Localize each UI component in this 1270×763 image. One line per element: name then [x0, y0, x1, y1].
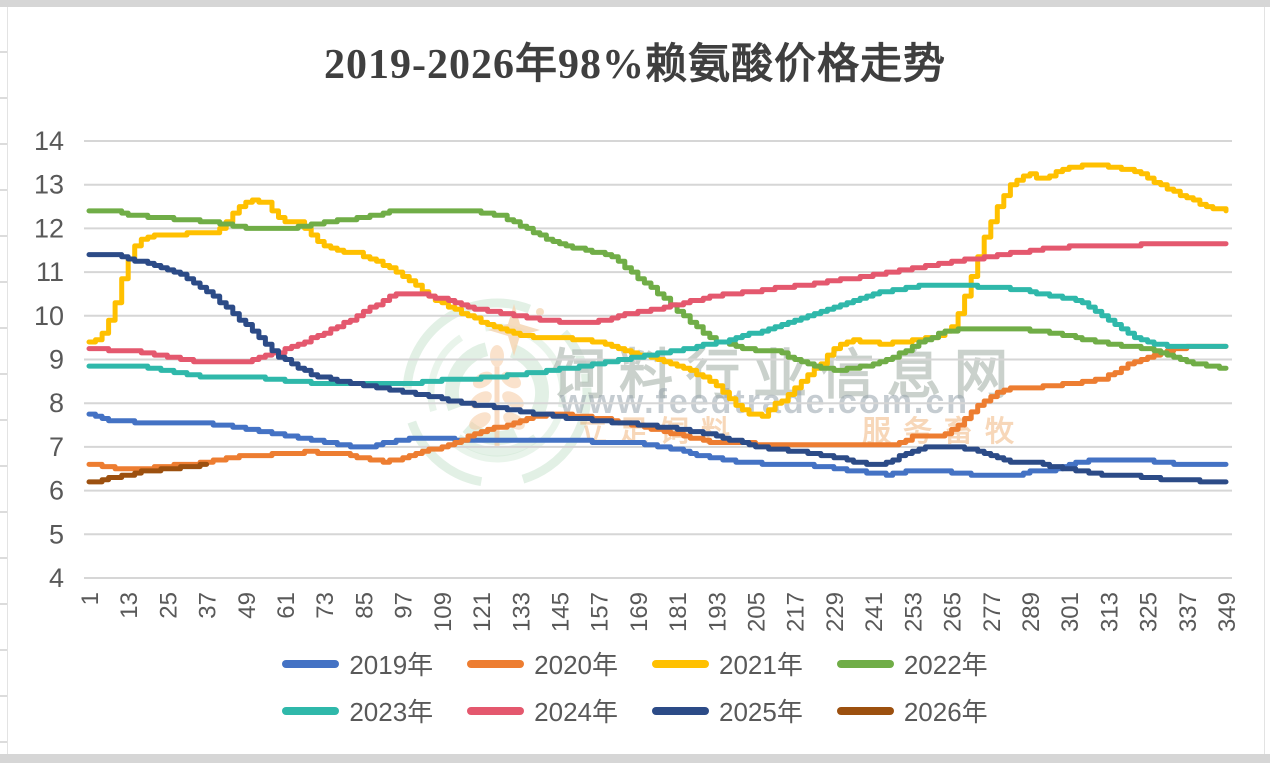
legend-label: 2023年 [349, 697, 434, 727]
chart-title: 2019-2026年98%赖氨酸价格走势 [324, 42, 946, 88]
y-axis-tick-label: 6 [49, 476, 64, 506]
legend-item-2023年[interactable]: 2023年 [282, 692, 433, 729]
spreadsheet-bottom-bar [0, 754, 1270, 763]
x-axis-tick-label: 1 [77, 592, 104, 605]
x-axis-tick-label: 325 [1136, 592, 1163, 632]
series-line-2026年[interactable] [86, 461, 210, 485]
x-axis-tick-label: 121 [469, 592, 496, 632]
legend-swatch [467, 659, 525, 668]
legend-item-2022年[interactable]: 2022年 [836, 645, 988, 682]
y-axis-tick-label: 11 [36, 257, 64, 287]
y-axis-tick-label: 5 [49, 519, 64, 549]
legend-swatch [836, 659, 894, 668]
x-axis-tick-label: 349 [1214, 592, 1241, 632]
x-axis-tick-label: 277 [979, 592, 1006, 632]
x-axis-tick-label: 49 [234, 592, 261, 619]
legend-label: 2026年 [903, 697, 988, 727]
x-axis-tick-label: 337 [1175, 592, 1202, 632]
x-axis-tick-label: 193 [704, 592, 731, 632]
legend-label: 2024年 [534, 697, 618, 727]
legend-swatch [282, 706, 340, 715]
x-axis-tick-label: 85 [351, 592, 378, 619]
x-axis-tick-label: 133 [508, 592, 535, 632]
series-line-2021年[interactable] [86, 162, 1229, 419]
series-line-2022年[interactable] [86, 208, 1229, 373]
legend-label: 2021年 [719, 650, 803, 680]
x-axis-tick-label: 301 [1057, 592, 1084, 632]
y-axis-tick-label: 7 [49, 432, 64, 462]
legend-label: 2022年 [903, 650, 988, 680]
watermark-site-name: 饲料行业信息网 [552, 345, 1021, 405]
x-axis-tick-label: 217 [783, 592, 810, 632]
legend-label: 2019年 [349, 650, 434, 680]
y-axis-tick-label: 4 [49, 563, 64, 593]
y-axis-tick-label: 9 [49, 345, 64, 375]
x-axis-tick-label: 313 [1096, 592, 1123, 632]
x-axis-tick-label: 229 [822, 592, 849, 632]
legend-item-2024年[interactable]: 2024年 [467, 692, 618, 729]
series-line-2019年[interactable] [86, 411, 1229, 478]
x-axis-tick-label: 289 [1018, 592, 1045, 632]
spreadsheet-top-bar [0, 0, 1270, 7]
x-axis-tick-label: 157 [587, 592, 614, 632]
legend-swatch [652, 706, 709, 715]
legend-item-2020年[interactable]: 2020年 [467, 645, 618, 682]
series-line-2023年[interactable] [86, 282, 1229, 386]
legend-swatch [467, 706, 525, 715]
x-axis-tick-label: 205 [744, 592, 771, 632]
x-axis-tick-label: 73 [312, 592, 339, 619]
legend-item-2025年[interactable]: 2025年 [652, 692, 803, 729]
legend-label: 2020年 [534, 650, 618, 680]
x-axis-tick-label: 37 [195, 592, 222, 619]
y-axis-tick-label: 8 [49, 388, 64, 418]
y-axis-tick-label: 10 [34, 301, 64, 331]
y-axis-tick-label: 13 [34, 170, 64, 200]
x-axis-tick-label: 145 [548, 592, 575, 632]
legend-swatch [282, 659, 340, 668]
x-axis-tick-label: 241 [861, 592, 888, 632]
y-axis-tick-label: 14 [34, 126, 64, 156]
legend-item-2021年[interactable]: 2021年 [652, 645, 803, 682]
x-axis-tick-label: 97 [391, 592, 418, 619]
x-axis-tick-label: 169 [626, 592, 653, 632]
legend-row-1: 2019年 2020年 2021年 2022年 [0, 645, 1270, 682]
legend-swatch [836, 706, 894, 715]
x-axis-tick-label: 253 [900, 592, 927, 632]
legend-item-2026年[interactable]: 2026年 [836, 692, 988, 729]
x-axis-tick-label: 13 [116, 592, 143, 619]
spreadsheet-left-gridlines [0, 7, 7, 754]
series-line-2025年[interactable] [86, 252, 1229, 485]
series-line-2020年[interactable] [86, 343, 1229, 472]
legend-row-2: 2023年 2024年 2025年 2026年 [0, 692, 1270, 729]
chart-background [7, 7, 1265, 754]
series-line-2024年[interactable] [86, 241, 1229, 365]
legend-item-2019年[interactable]: 2019年 [282, 645, 433, 682]
x-axis-tick-label: 61 [273, 592, 300, 619]
legend-swatch [652, 659, 709, 668]
y-axis-tick-label: 12 [34, 213, 64, 243]
x-axis-tick-label: 181 [665, 592, 692, 632]
legend-label: 2025年 [719, 697, 803, 727]
x-axis-tick-label: 109 [430, 592, 457, 632]
x-axis-tick-label: 25 [155, 592, 182, 619]
x-axis-tick-label: 265 [940, 592, 967, 632]
